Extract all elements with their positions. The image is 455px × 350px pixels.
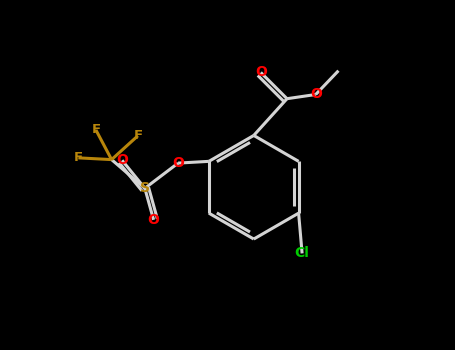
Text: S: S xyxy=(140,181,150,195)
Text: Cl: Cl xyxy=(295,246,309,260)
Text: F: F xyxy=(91,123,101,136)
Text: O: O xyxy=(310,88,322,102)
Text: O: O xyxy=(116,153,128,167)
Text: O: O xyxy=(255,65,267,79)
Text: O: O xyxy=(148,213,160,227)
Text: O: O xyxy=(172,156,184,170)
Text: F: F xyxy=(133,129,142,142)
Text: F: F xyxy=(74,151,83,164)
